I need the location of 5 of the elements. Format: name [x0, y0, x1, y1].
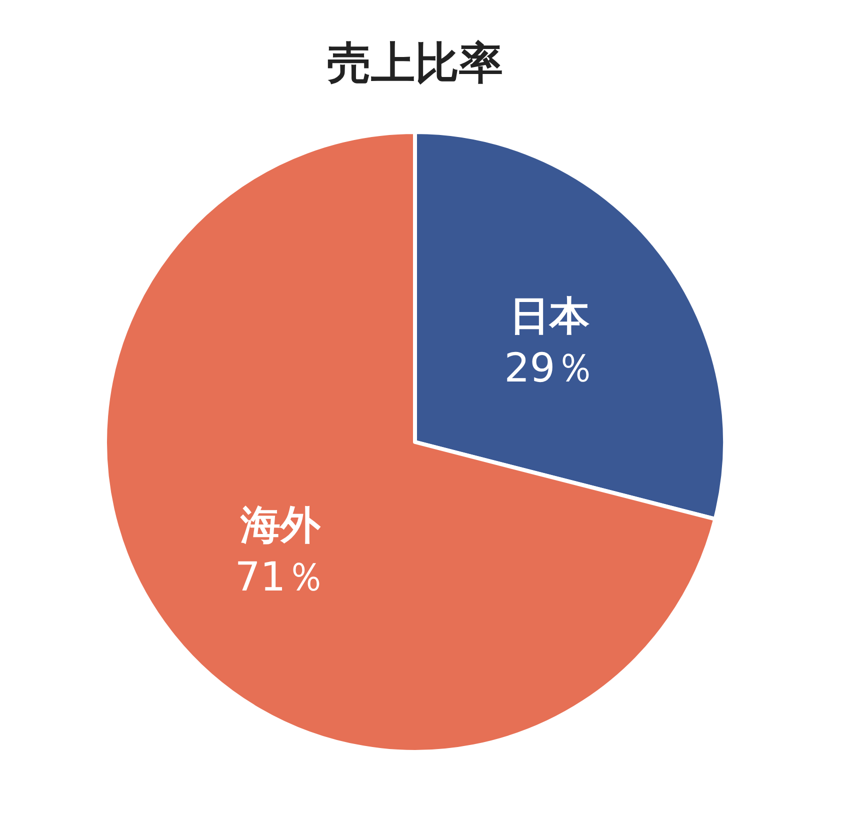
chart-title: 売上比率: [327, 38, 503, 89]
data-label: 29％: [504, 346, 596, 392]
slice-label: 海外: [239, 502, 322, 548]
slice-label: 日本: [510, 294, 590, 340]
data-label: 71％: [234, 554, 326, 600]
